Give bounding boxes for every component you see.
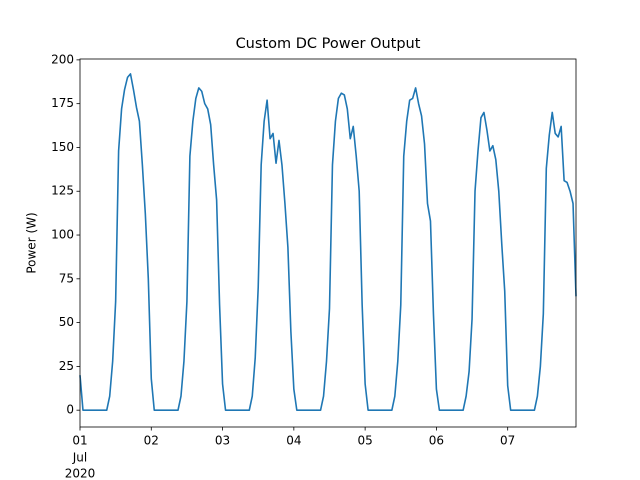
y-tick-label: 25 (59, 359, 74, 373)
y-tick-label: 200 (51, 52, 74, 66)
x-tick-label: 04 (286, 434, 301, 448)
x-month-label: Jul (72, 451, 87, 465)
chart-title: Custom DC Power Output (236, 36, 421, 52)
x-year-label: 2020 (65, 467, 96, 480)
x-tick-label: 02 (144, 434, 159, 448)
y-axis-label: Power (W) (25, 212, 39, 273)
y-tick-label: 100 (51, 228, 74, 242)
y-tick-label: 75 (59, 271, 74, 285)
y-tick-label: 50 (59, 315, 74, 329)
y-tick-label: 175 (51, 96, 74, 110)
y-tick-label: 125 (51, 184, 74, 198)
x-tick-label: 03 (215, 434, 230, 448)
plot-frame (79, 58, 577, 428)
x-tick-label: 05 (357, 434, 372, 448)
x-tick-label: 01 (72, 434, 87, 448)
y-tick-label: 150 (51, 140, 74, 154)
x-tick-label: 07 (500, 434, 515, 448)
x-tick-label: 06 (429, 434, 444, 448)
line-series (79, 73, 577, 411)
y-tick-label: 0 (66, 403, 74, 417)
